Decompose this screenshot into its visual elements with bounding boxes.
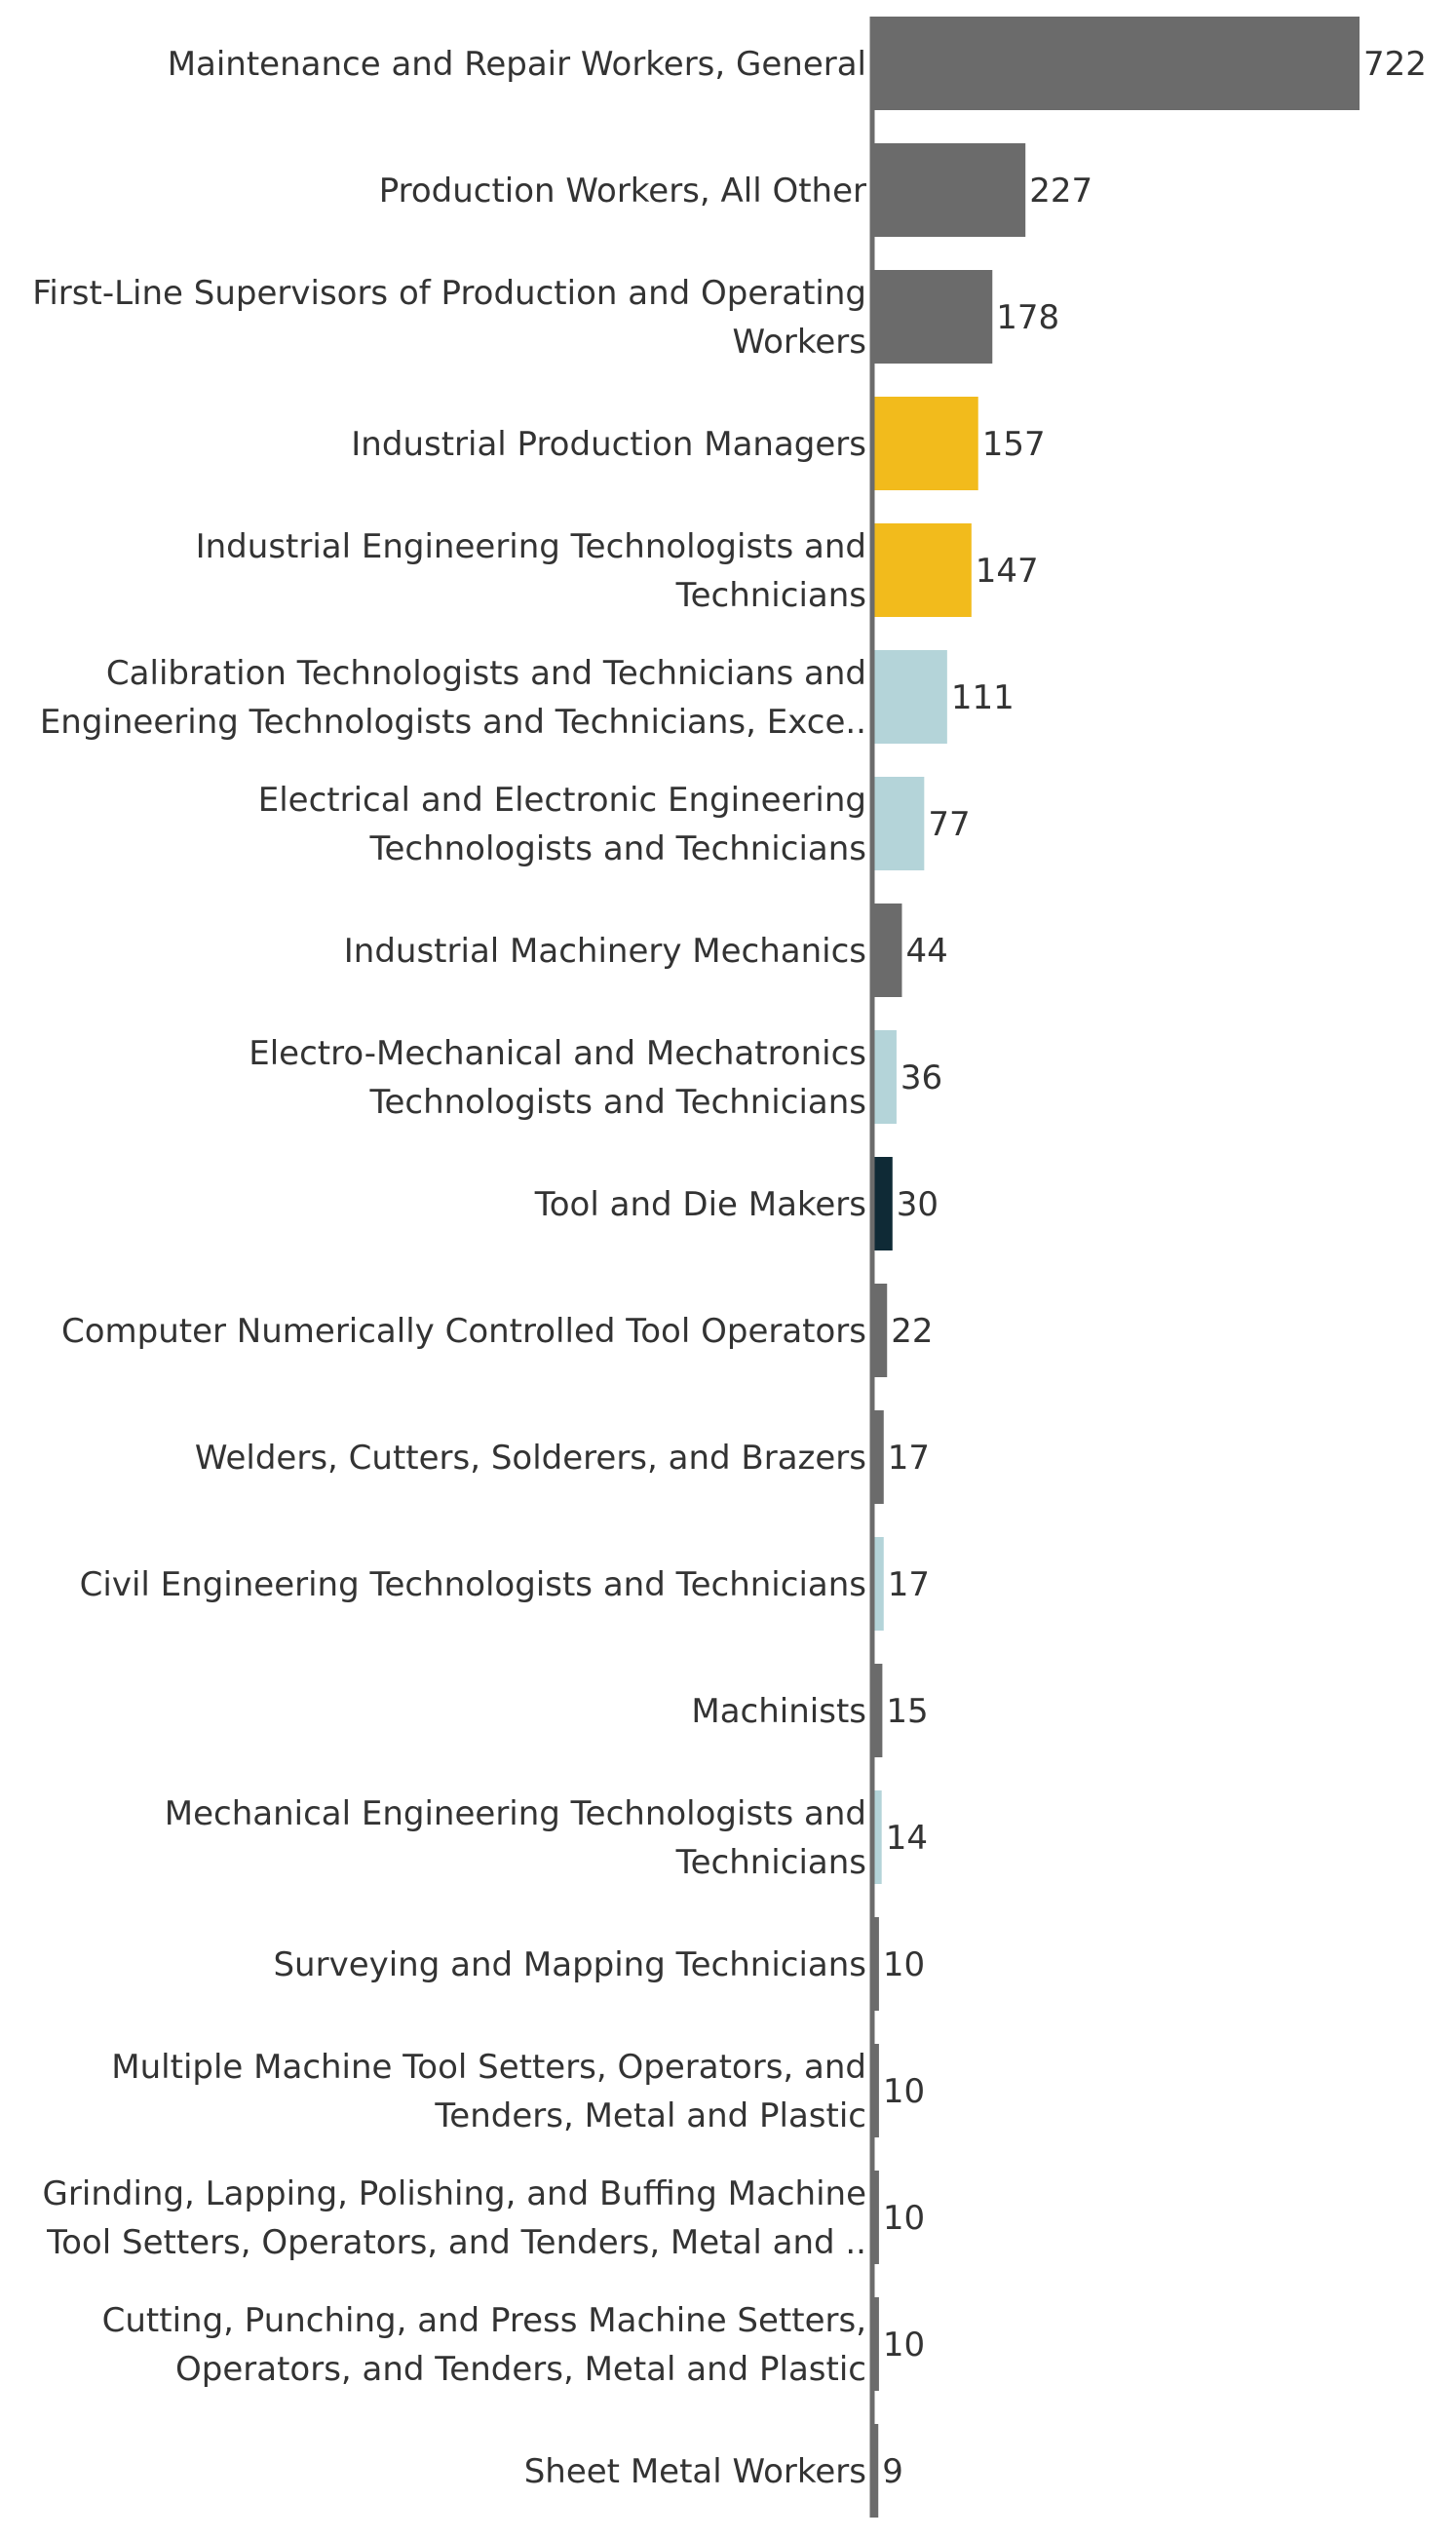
bar-civil-engineering-technologists-and-tech [872, 1537, 884, 1631]
value-label-sheet-metal-workers: 9 [882, 2452, 903, 2491]
bar-maintenance-and-repair-workers-general [872, 17, 1360, 110]
bar-mechanical-engineering-technologists-and [872, 1790, 882, 1884]
value-label-electrical-and-electronic-engineering-te: 77 [928, 805, 970, 844]
category-label-line: Industrial Production Managers [351, 425, 866, 464]
value-label-cutting-punching-and-press-machine-sette: 10 [883, 2326, 925, 2365]
category-label-line: Technologists and Technicians [368, 1083, 866, 1122]
category-label-line: Electrical and Electronic Engineering [258, 781, 866, 820]
category-label-line: Electro-Mechanical and Mechatronics [249, 1034, 866, 1073]
value-label-first-line-supervisors-of-production-and: 178 [996, 298, 1059, 337]
category-label-line: Technicians [675, 1843, 866, 1882]
category-label-maintenance-and-repair-workers-general: Maintenance and Repair Workers, General [168, 45, 866, 84]
bar-industrial-engineering-technologists-and [872, 523, 972, 617]
category-label-line: Technicians [675, 576, 866, 615]
value-label-mechanical-engineering-technologists-and: 14 [886, 1819, 928, 1858]
category-label-line: Cutting, Punching, and Press Machine Set… [102, 2301, 866, 2340]
value-label-calibration-technologists-and-technician: 111 [951, 678, 1015, 717]
value-label-multiple-machine-tool-setters-operators-: 10 [883, 2072, 925, 2111]
bar-computer-numerically-controlled-tool-ope [872, 1284, 888, 1377]
category-label-industrial-engineering-technologists-and: Industrial Engineering Technologists and… [196, 527, 866, 615]
value-label-machinists: 15 [886, 1692, 928, 1731]
category-label-line: Machinists [691, 1692, 866, 1731]
value-label-grinding-lapping-polishing-and-buffing-m: 10 [883, 2199, 925, 2238]
category-label-line: Tool and Die Makers [534, 1185, 866, 1224]
bar-first-line-supervisors-of-production-and [872, 270, 993, 364]
bar-industrial-production-managers [872, 397, 978, 490]
bar-industrial-machinery-mechanics [872, 904, 902, 997]
category-label-industrial-machinery-mechanics: Industrial Machinery Mechanics [344, 932, 866, 971]
category-label-line: Computer Numerically Controlled Tool Ope… [61, 1312, 866, 1351]
value-labels-layer: 722 227 178 157 147 111 77 44 36 30 22 17 17 15 14 10 10… [882, 45, 1427, 2491]
category-label-line: Technologists and Technicians [368, 829, 866, 868]
value-label-civil-engineering-technologists-and-tech: 17 [888, 1565, 930, 1604]
category-label-line: Tool Setters, Operators, and Tenders, Me… [46, 2223, 866, 2262]
bar-tool-and-die-makers [872, 1157, 893, 1250]
value-label-surveying-and-mapping-technicians: 10 [883, 1945, 925, 1984]
category-label-line: Multiple Machine Tool Setters, Operators… [111, 2048, 866, 2087]
category-label-multiple-machine-tool-setters-operators-: Multiple Machine Tool Setters, Operators… [111, 2048, 866, 2135]
category-label-line: Operators, and Tenders, Metal and Plasti… [175, 2350, 866, 2389]
value-label-electro-mechanical-and-mechatronics-tech: 36 [900, 1058, 942, 1097]
category-label-line: Calibration Technologists and Technician… [106, 654, 866, 693]
value-label-production-workers-all-other: 227 [1029, 172, 1092, 211]
category-labels-layer: Maintenance and Repair Workers, General P… [32, 45, 866, 2491]
category-label-civil-engineering-technologists-and-tech: Civil Engineering Technologists and Tech… [80, 1565, 866, 1604]
bar-grinding-lapping-polishing-and-buffing-m [872, 2171, 879, 2264]
category-label-mechanical-engineering-technologists-and: Mechanical Engineering Technologists and… [165, 1794, 866, 1882]
category-label-industrial-production-managers: Industrial Production Managers [351, 425, 866, 464]
category-label-first-line-supervisors-of-production-and: First-Line Supervisors of Production and… [32, 274, 866, 362]
bar-machinists [872, 1664, 883, 1757]
bar-sheet-metal-workers [872, 2424, 879, 2518]
bar-welders-cutters-solderers-and-brazers [872, 1410, 884, 1504]
category-label-welders-cutters-solderers-and-brazers: Welders, Cutters, Solderers, and Brazers [195, 1439, 866, 1478]
bar-electro-mechanical-and-mechatronics-tech [872, 1030, 897, 1124]
value-label-welders-cutters-solderers-and-brazers: 17 [888, 1439, 930, 1478]
bar-surveying-and-mapping-technicians [872, 1917, 879, 2011]
bar-electrical-and-electronic-engineering-te [872, 777, 925, 870]
category-label-computer-numerically-controlled-tool-ope: Computer Numerically Controlled Tool Ope… [61, 1312, 866, 1351]
bar-multiple-machine-tool-setters-operators- [872, 2044, 879, 2137]
bars-layer [872, 17, 1360, 2518]
category-label-line: Civil Engineering Technologists and Tech… [80, 1565, 866, 1604]
category-label-line: Maintenance and Repair Workers, General [168, 45, 866, 84]
value-label-computer-numerically-controlled-tool-ope: 22 [891, 1312, 933, 1351]
value-label-industrial-machinery-mechanics: 44 [905, 932, 947, 971]
category-label-line: Mechanical Engineering Technologists and [165, 1794, 866, 1833]
category-label-line: Production Workers, All Other [379, 172, 866, 211]
category-label-calibration-technologists-and-technician: Calibration Technologists and Technician… [40, 654, 866, 742]
value-label-industrial-production-managers: 157 [982, 425, 1046, 464]
category-label-line: Surveying and Mapping Technicians [273, 1945, 866, 1984]
category-label-electrical-and-electronic-engineering-te: Electrical and Electronic Engineering Tec… [258, 781, 866, 868]
category-label-surveying-and-mapping-technicians: Surveying and Mapping Technicians [273, 1945, 866, 1984]
category-label-grinding-lapping-polishing-and-buffing-m: Grinding, Lapping, Polishing, and Buffin… [43, 2174, 866, 2262]
category-label-electro-mechanical-and-mechatronics-tech: Electro-Mechanical and Mechatronics Techn… [249, 1034, 866, 1122]
category-label-line: Grinding, Lapping, Polishing, and Buffin… [43, 2174, 866, 2213]
category-label-production-workers-all-other: Production Workers, All Other [379, 172, 866, 211]
category-label-sheet-metal-workers: Sheet Metal Workers [524, 2452, 866, 2491]
category-label-tool-and-die-makers: Tool and Die Makers [534, 1185, 866, 1224]
category-label-line: Engineering Technologists and Technician… [40, 703, 866, 742]
bar-production-workers-all-other [872, 143, 1026, 237]
category-label-line: Sheet Metal Workers [524, 2452, 866, 2491]
category-label-line: Tenders, Metal and Plastic [434, 2096, 866, 2135]
category-label-line: Industrial Machinery Mechanics [344, 932, 866, 971]
category-label-line: Welders, Cutters, Solderers, and Brazers [195, 1439, 866, 1478]
value-label-tool-and-die-makers: 30 [897, 1185, 939, 1224]
value-label-industrial-engineering-technologists-and: 147 [976, 552, 1039, 591]
category-label-line: First-Line Supervisors of Production and… [32, 274, 866, 313]
bar-calibration-technologists-and-technician [872, 650, 947, 744]
category-label-machinists: Machinists [691, 1692, 866, 1731]
category-label-line: Industrial Engineering Technologists and [196, 527, 866, 566]
bar-cutting-punching-and-press-machine-sette [872, 2297, 879, 2391]
category-label-line: Workers [733, 323, 867, 362]
value-label-maintenance-and-repair-workers-general: 722 [1363, 45, 1427, 84]
category-label-cutting-punching-and-press-machine-sette: Cutting, Punching, and Press Machine Set… [102, 2301, 866, 2389]
